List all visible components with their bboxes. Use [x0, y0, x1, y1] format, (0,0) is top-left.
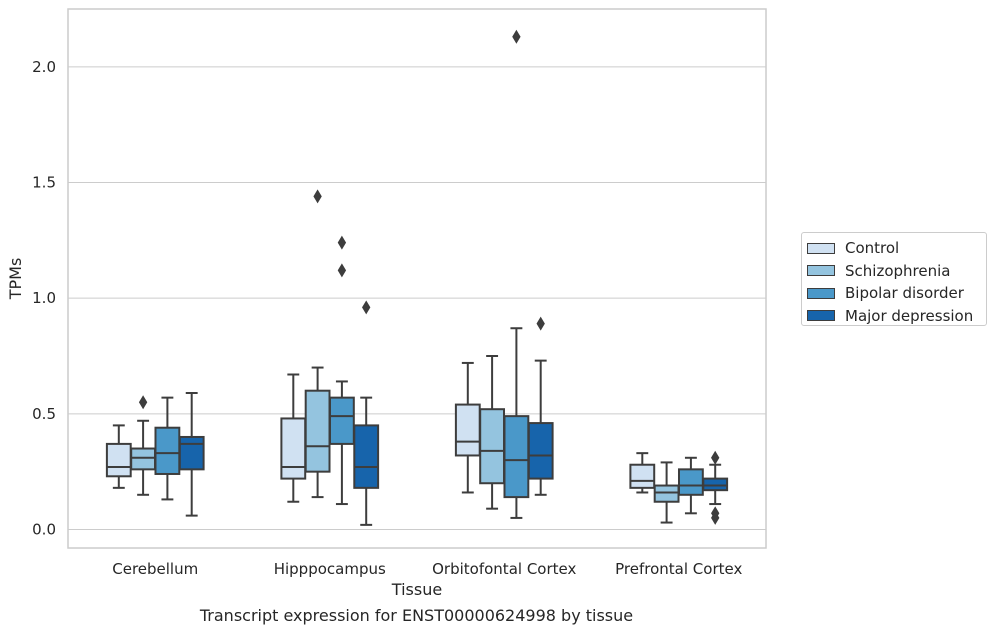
x-tick-label: Prefrontal Cortex: [615, 560, 742, 578]
box-body: [280, 417, 307, 480]
box-body: [105, 442, 132, 478]
y-tick-label: 2.0: [32, 58, 56, 76]
y-tick-label: 1.5: [32, 173, 56, 191]
x-tick-label: Orbitofontal Cortex: [432, 560, 576, 578]
outlier-point: [536, 316, 545, 331]
legend-swatch: [807, 242, 835, 254]
box-1-0: [130, 395, 157, 496]
box-2-1: [328, 235, 355, 506]
legend-label: Control: [845, 239, 900, 258]
legend-label: Major depression: [845, 306, 974, 325]
box-body: [527, 422, 554, 480]
y-tick-label: 0.0: [32, 520, 56, 538]
box-3-3: [702, 450, 729, 525]
box-0-3: [629, 452, 656, 494]
outlier-point: [337, 235, 347, 250]
chart-caption: Transcript expression for ENST0000062499…: [199, 606, 634, 625]
box-1-3: [653, 461, 680, 524]
box-0-0: [105, 424, 132, 489]
legend: Control Schizophrenia Bipolar disorder Majo…: [801, 232, 987, 326]
box-2-0: [154, 396, 181, 501]
box-body: [304, 389, 331, 473]
box-1-1: [304, 189, 331, 499]
box-body: [130, 447, 157, 471]
x-tick-label: Cerebellum: [112, 560, 198, 578]
box-body: [328, 396, 355, 445]
outlier-point: [362, 300, 371, 315]
outlier-point: [313, 189, 322, 204]
legend-swatch: [807, 287, 835, 299]
box-body: [702, 477, 729, 492]
box-2-2: [503, 29, 530, 519]
box-body: [653, 484, 680, 503]
outlier-point: [711, 510, 720, 525]
box-body: [353, 424, 380, 489]
legend-swatch: [807, 310, 835, 322]
x-tick-label: Hipppocampus: [274, 560, 386, 578]
box-body: [178, 435, 205, 471]
y-tick-label: 0.5: [32, 405, 56, 423]
outlier-point: [512, 29, 521, 44]
legend-label: Schizophrenia: [845, 261, 951, 280]
plot-frame: [67, 8, 767, 549]
box-3-0: [178, 392, 205, 517]
box-3-2: [527, 316, 554, 496]
box-body: [503, 415, 530, 499]
box-body: [629, 463, 656, 489]
box-body: [677, 468, 704, 496]
box-0-1: [280, 373, 307, 503]
outlier-point: [138, 395, 148, 410]
outlier-point: [337, 263, 347, 278]
outlier-point: [711, 450, 720, 465]
box-1-2: [479, 354, 506, 510]
box-body: [479, 408, 506, 485]
legend-item: Major depression: [807, 305, 986, 328]
y-axis-label: TPMs: [6, 258, 25, 301]
legend-item: Schizophrenia: [807, 260, 986, 283]
legend-item: Bipolar disorder: [807, 282, 986, 305]
x-axis-label: Tissue: [391, 580, 442, 599]
box-0-2: [454, 361, 481, 494]
y-tick-label: 1.0: [32, 289, 56, 307]
legend-swatch: [807, 265, 835, 277]
legend-label: Bipolar disorder: [845, 284, 964, 303]
box-body: [154, 426, 181, 475]
legend-item: Control: [807, 237, 986, 260]
box-body: [454, 403, 481, 457]
box-3-1: [353, 300, 380, 526]
box-2-3: [677, 456, 704, 515]
